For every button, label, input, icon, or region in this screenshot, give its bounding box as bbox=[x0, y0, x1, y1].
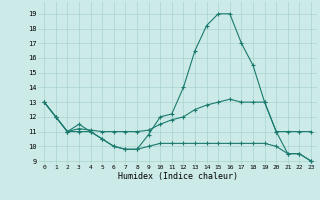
X-axis label: Humidex (Indice chaleur): Humidex (Indice chaleur) bbox=[118, 172, 238, 181]
